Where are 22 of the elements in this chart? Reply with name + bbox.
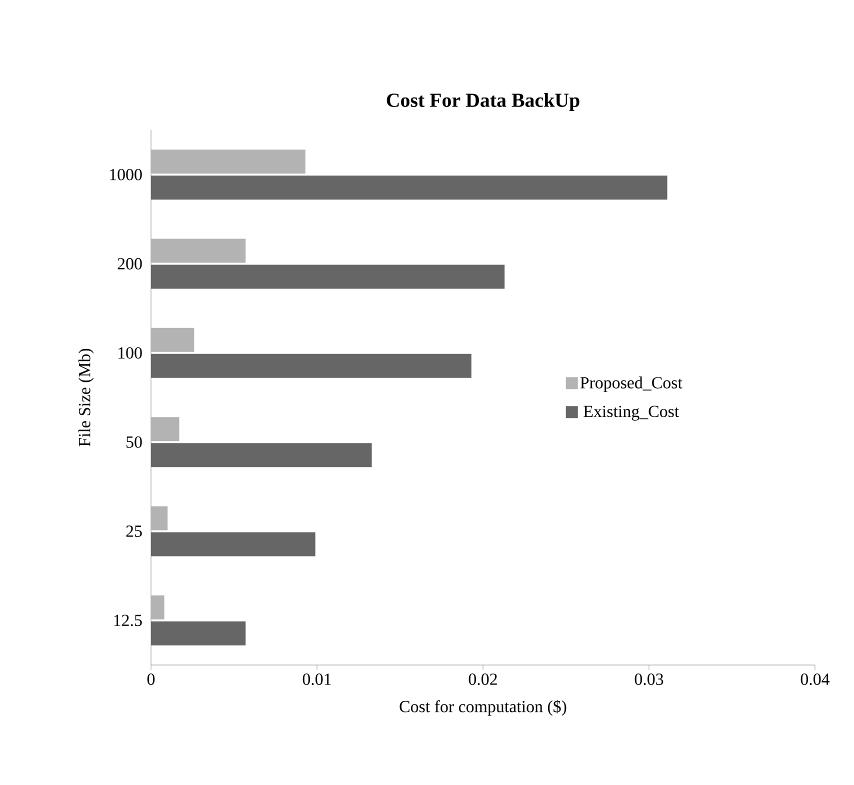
y-axis-title: File Size (Mb) (78, 348, 94, 446)
x-tick-label: 0.03 (634, 674, 664, 686)
y-tick-label: 25 (126, 526, 142, 537)
bar (151, 238, 246, 263)
bar (151, 417, 180, 442)
legend-label: Proposed_Cost (580, 376, 682, 392)
x-tick-label: 0.02 (468, 674, 497, 686)
bar (151, 506, 168, 530)
legend-label: Existing_Cost (584, 406, 680, 421)
bar (151, 595, 164, 620)
x-axis-title: Cost for computation ($) (400, 700, 566, 716)
y-tick-label: 50 (126, 436, 142, 448)
chart-title: Cost For Data BackUp (386, 92, 580, 112)
x-tick-label: 0.01 (302, 674, 331, 686)
y-tick-label: 12.5 (114, 614, 142, 626)
y-tick-label: 100 (118, 347, 142, 359)
x-tick-label: 0 (147, 674, 155, 685)
y-tick-label: 1000 (110, 168, 142, 180)
x-tick-label: 0.04 (800, 674, 830, 686)
bar (151, 150, 306, 174)
y-tick-label: 200 (118, 258, 142, 270)
bar (151, 328, 194, 352)
